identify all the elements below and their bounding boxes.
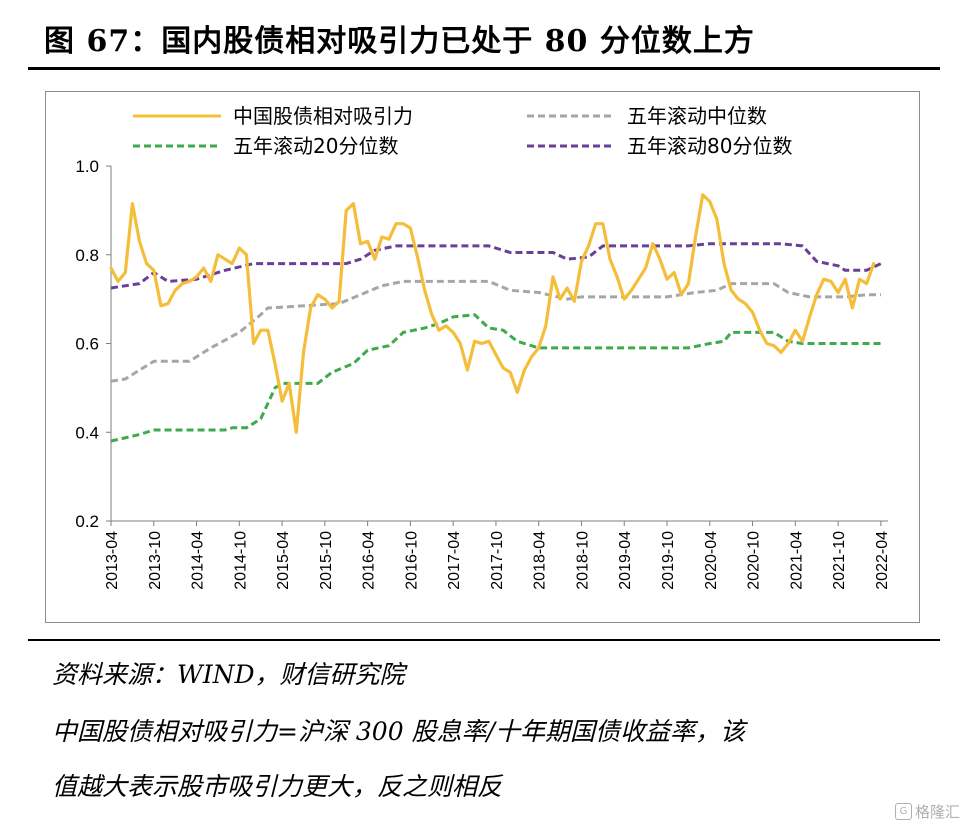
x-tick-label: 2015-10	[318, 531, 335, 590]
title-rule	[28, 67, 940, 70]
footer-rule	[28, 639, 940, 641]
p80-series-line	[110, 242, 882, 290]
x-tick-label: 2020-04	[703, 531, 720, 590]
y-tick-label: 1.0	[75, 157, 99, 176]
x-tick-label: 2019-10	[660, 531, 677, 590]
x-tick-label: 2021-04	[788, 531, 805, 590]
source-note: 资料来源：WIND，财信研究院	[52, 660, 405, 689]
p20-series-line	[110, 313, 881, 443]
watermark-logo-icon: G	[894, 803, 912, 820]
legend-p20-label: 五年滚动20分位数	[233, 134, 398, 158]
footnote-line-1: 中国股债相对吸引力=沪深 300 股息率/十年期国债收益率，该	[52, 717, 745, 746]
line-chart: 0.2 0.4 0.6 0.8 1.0 2013-04 2013-10 2014-04 2014…	[75, 104, 891, 590]
legend-median-label: 五年滚动中位数	[627, 104, 767, 128]
x-tick-label: 2014-04	[190, 531, 207, 590]
x-tick-label: 2014-10	[232, 531, 249, 590]
y-tick-label: 0.4	[75, 423, 99, 442]
ratio-series-line	[109, 193, 876, 434]
chart-frame	[45, 91, 920, 623]
y-tick-label: 0.2	[75, 512, 99, 531]
x-tick-label: 2016-10	[403, 531, 420, 590]
x-tick-label: 2013-10	[147, 531, 164, 590]
y-tick-label: 0.6	[75, 335, 99, 354]
footnote-line-2: 值越大表示股市吸引力更大，反之则相反	[52, 772, 503, 801]
watermark: G 格隆汇	[894, 801, 960, 822]
watermark-text: 格隆汇	[914, 803, 960, 821]
x-tick-label: 2017-04	[446, 531, 463, 590]
legend-ratio-label: 中国股债相对吸引力	[233, 104, 413, 128]
x-tick-label: 2021-10	[831, 531, 848, 590]
x-tick-label: 2022-04	[874, 531, 891, 590]
x-tick-label: 2016-04	[361, 531, 378, 590]
legend-p80-label: 五年滚动80分位数	[627, 134, 792, 158]
x-tick-label: 2017-10	[489, 531, 506, 590]
x-tick-label: 2013-04	[104, 531, 121, 590]
x-tick-label: 2018-10	[574, 531, 591, 590]
figure-title: 图 67：国内股债相对吸引力已处于 80 分位数上方	[44, 24, 755, 59]
x-tick-label: 2019-04	[617, 531, 634, 590]
median-series-line	[110, 279, 881, 383]
y-tick-label: 0.8	[75, 246, 99, 265]
x-tick-label: 2015-04	[275, 531, 292, 590]
x-tick-label: 2020-10	[746, 531, 763, 590]
x-tick-label: 2018-04	[532, 531, 549, 590]
